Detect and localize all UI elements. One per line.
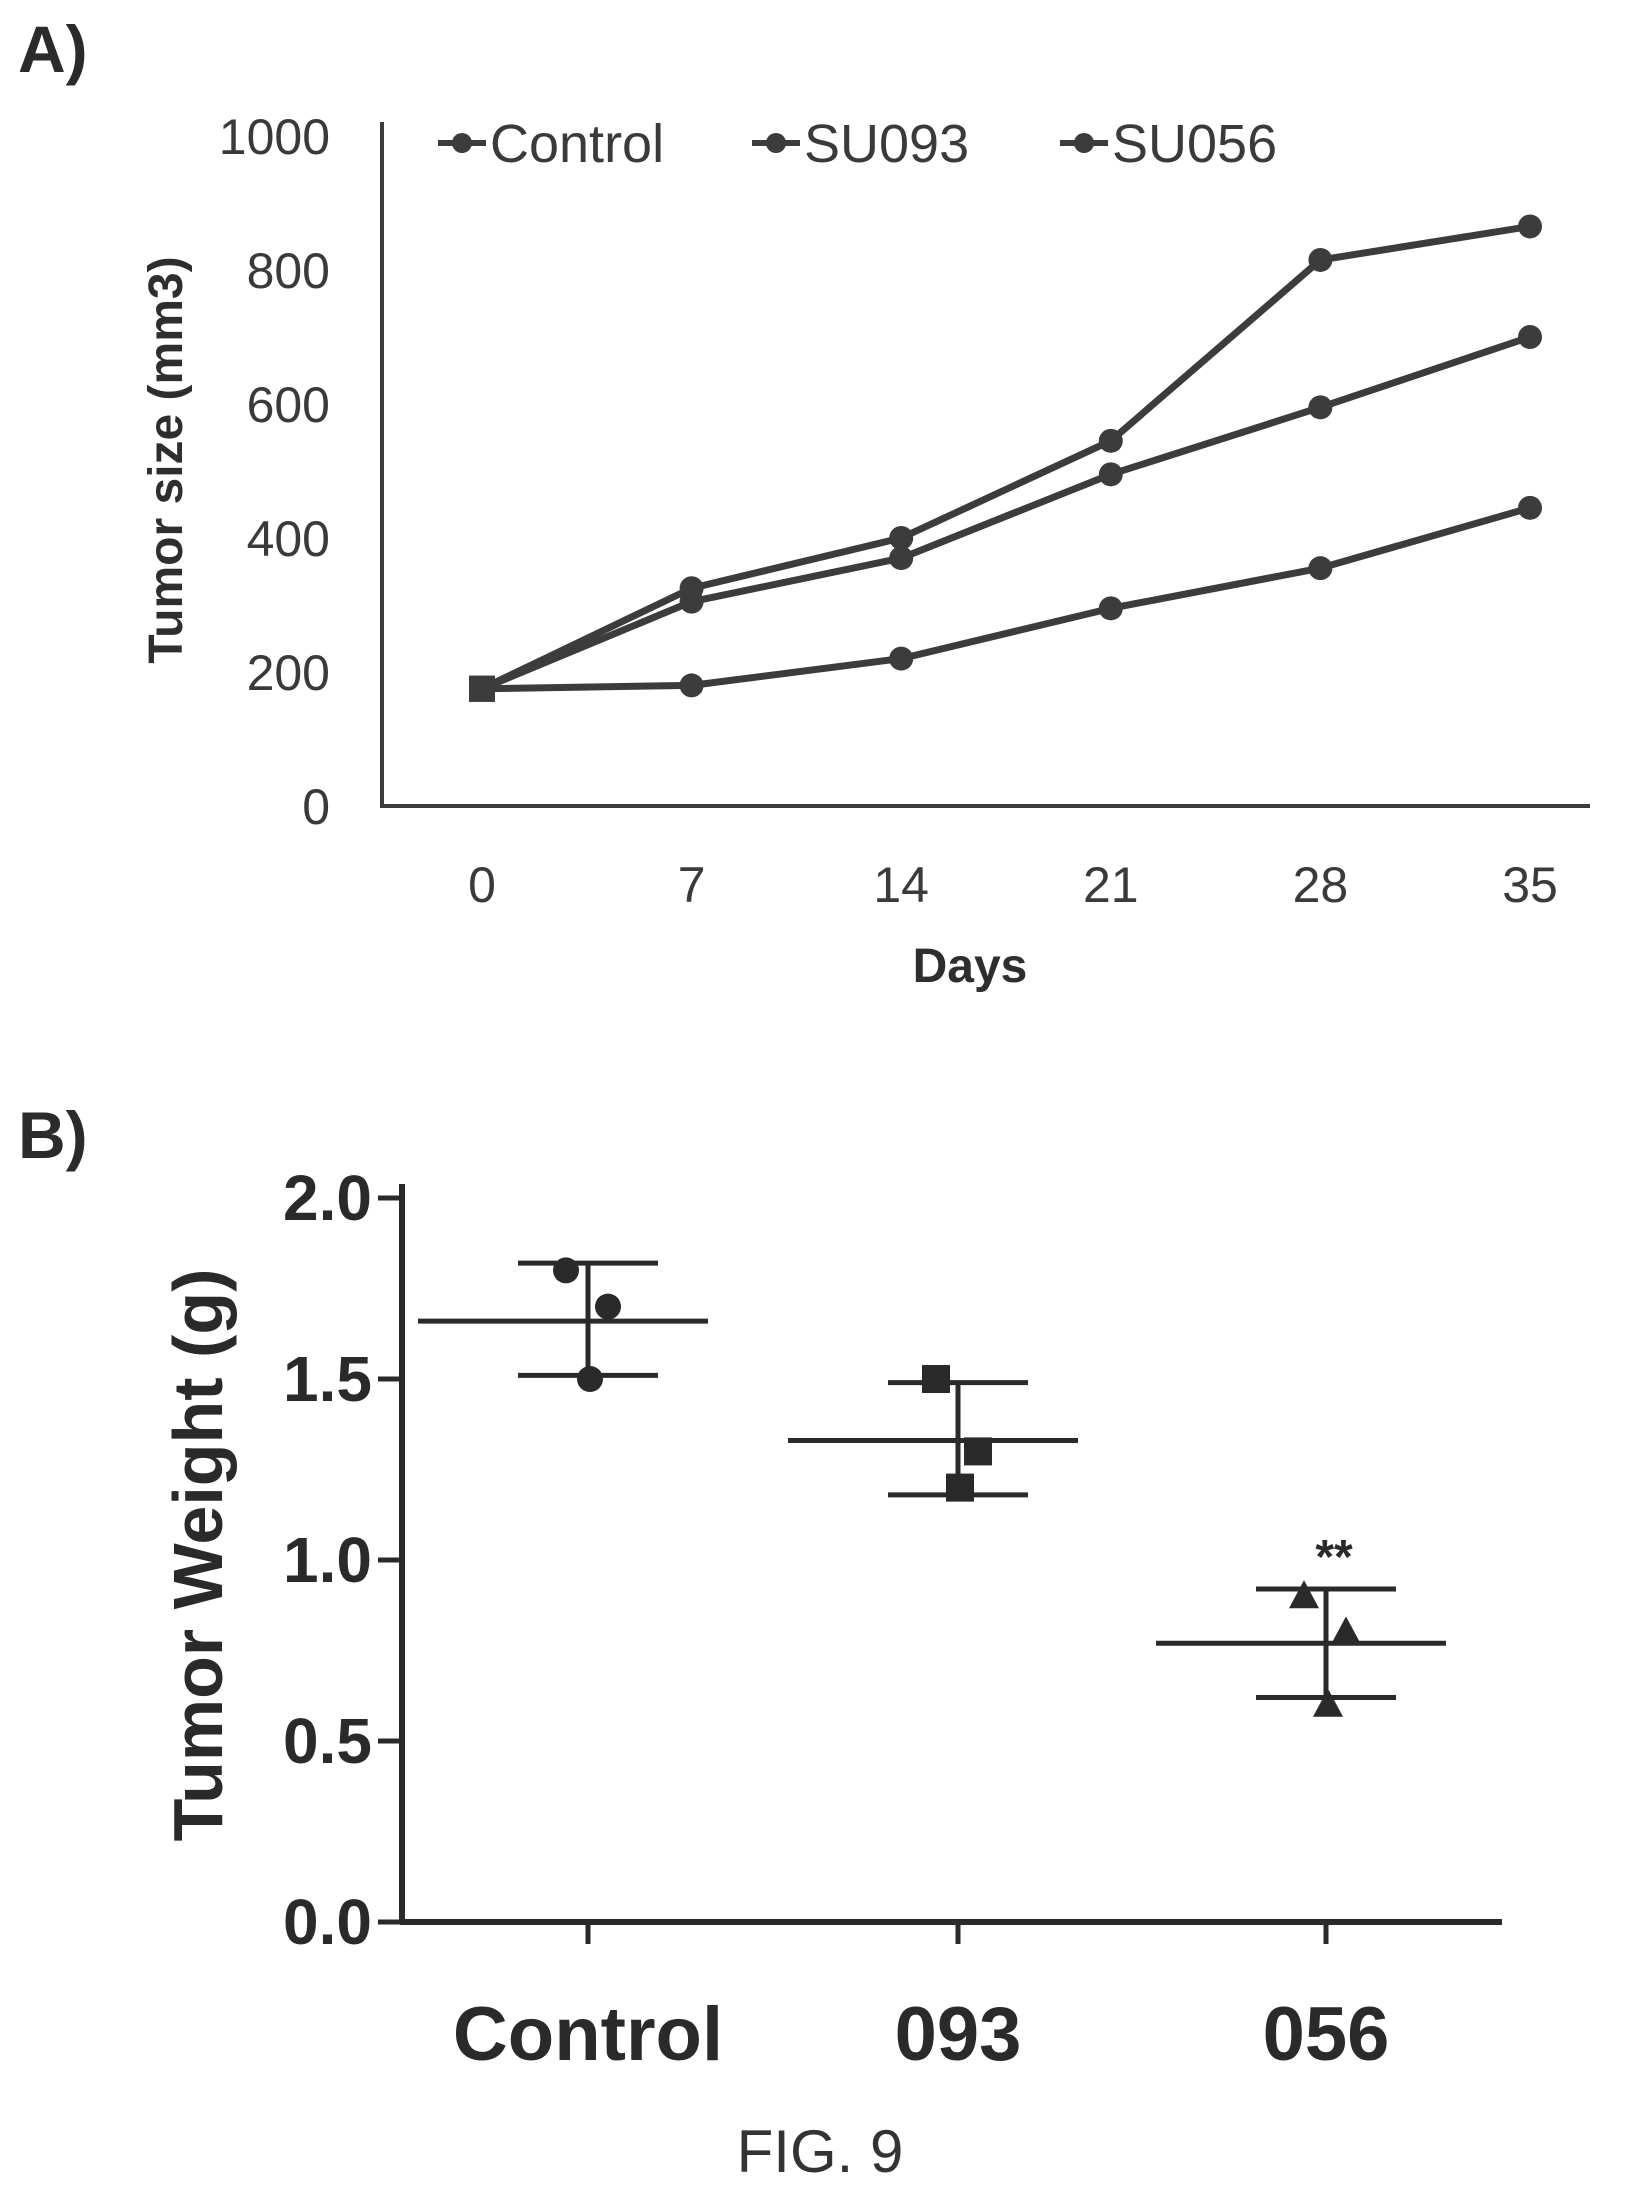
legend-marker-su093 <box>766 133 786 153</box>
series-line-su056 <box>481 504 1531 693</box>
panel-a-x-tick-label: 14 <box>873 857 929 913</box>
panel-a-line-chart: A) 0 200 400 600 800 1000 0 7 14 21 28 35 Control S… <box>18 12 1590 993</box>
panel-a-x-axis-title: Days <box>913 940 1028 993</box>
panel-b-label: B) <box>18 1098 88 1172</box>
data-point-su056 <box>1098 596 1123 621</box>
legend-label-su056: SU056 <box>1112 114 1277 174</box>
panel-b-y-tick-label: 0.5 <box>283 1705 372 1777</box>
data-point-093 <box>922 1365 950 1393</box>
legend-label-control: Control <box>490 114 664 174</box>
data-point-control <box>1518 214 1542 239</box>
data-point-056 <box>1331 1616 1361 1645</box>
panel-a-y-tick-label: 200 <box>247 645 330 701</box>
data-point-su056 <box>1308 556 1333 581</box>
panel-a-series <box>469 214 1542 702</box>
category-label-056: 056 <box>1263 1992 1390 2077</box>
data-point-su093 <box>1098 462 1123 487</box>
legend-label-su093: SU093 <box>804 114 969 174</box>
data-point-093 <box>946 1473 974 1502</box>
data-point-su056 <box>679 673 704 698</box>
data-point-su093 <box>1518 325 1542 349</box>
legend-marker-su056 <box>1074 133 1094 153</box>
data-point-093 <box>964 1437 992 1466</box>
panel-a-x-tick-label: 0 <box>468 857 496 913</box>
panel-b-y-tick-label: 2.0 <box>283 1162 372 1234</box>
panel-a-x-tick-label: 21 <box>1083 857 1139 913</box>
panel-b-y-tick-labels: 0.0 0.5 1.0 1.5 2.0 <box>283 1162 402 1958</box>
panel-a-y-tick-label: 400 <box>247 511 330 567</box>
legend-marker-control <box>452 133 472 153</box>
panel-a-y-axis-title: Tumor size (mm3) <box>140 256 193 663</box>
panel-a-y-tick-label: 0 <box>302 779 330 835</box>
data-point-control <box>595 1293 621 1320</box>
data-point-control <box>553 1257 579 1284</box>
data-point-su056 <box>1518 495 1542 520</box>
series-line-control <box>480 222 1531 692</box>
panel-a-y-tick-label: 1000 <box>219 109 330 165</box>
data-point-su056 <box>469 675 495 702</box>
panel-a-label: A) <box>18 12 88 86</box>
category-label-093: 093 <box>895 1992 1022 2077</box>
data-point-control <box>889 526 914 550</box>
panel-a-y-tick-label: 600 <box>247 377 330 433</box>
data-point-su056 <box>889 646 914 671</box>
data-point-control <box>577 1366 603 1392</box>
data-point-su093 <box>1308 395 1333 420</box>
panel-b-y-axis-title: Tumor Weight (g) <box>159 1269 237 1842</box>
data-point-control <box>1098 428 1123 453</box>
panel-a-y-tick-label: 800 <box>247 243 330 299</box>
panel-b-y-tick-label: 1.5 <box>283 1343 372 1415</box>
panel-b-y-tick-label: 0.0 <box>283 1886 372 1958</box>
panel-a-x-tick-label: 7 <box>678 857 706 913</box>
data-point-su093 <box>889 546 914 571</box>
panel-a-y-tick-labels: 0 200 400 600 800 1000 <box>219 109 330 835</box>
figure-caption: FIG. 9 <box>737 2118 904 2185</box>
data-point-control <box>1308 247 1333 272</box>
series-line-su093 <box>480 333 1532 692</box>
data-point-su093 <box>679 589 704 614</box>
panel-b-y-tick-label: 1.0 <box>283 1524 372 1596</box>
significance-annotation-056: ** <box>1315 1531 1353 1584</box>
panel-a-x-tick-labels: 0 7 14 21 28 35 <box>468 857 1558 913</box>
panel-a-legend: Control SU093 SU056 <box>438 114 1277 174</box>
panel-a-x-tick-label: 35 <box>1502 857 1558 913</box>
panel-a-x-tick-label: 28 <box>1293 857 1349 913</box>
category-label-control: Control <box>453 1992 723 2077</box>
panel-b-scatter-chart: B) 0.0 0.5 1.0 1.5 2.0 Control 093 056 ** Tumor… <box>18 1098 1502 2077</box>
data-point-056 <box>1289 1580 1319 1609</box>
data-point-056 <box>1313 1688 1343 1717</box>
panel-b-groups: Control 093 056 ** <box>418 1257 1446 2077</box>
